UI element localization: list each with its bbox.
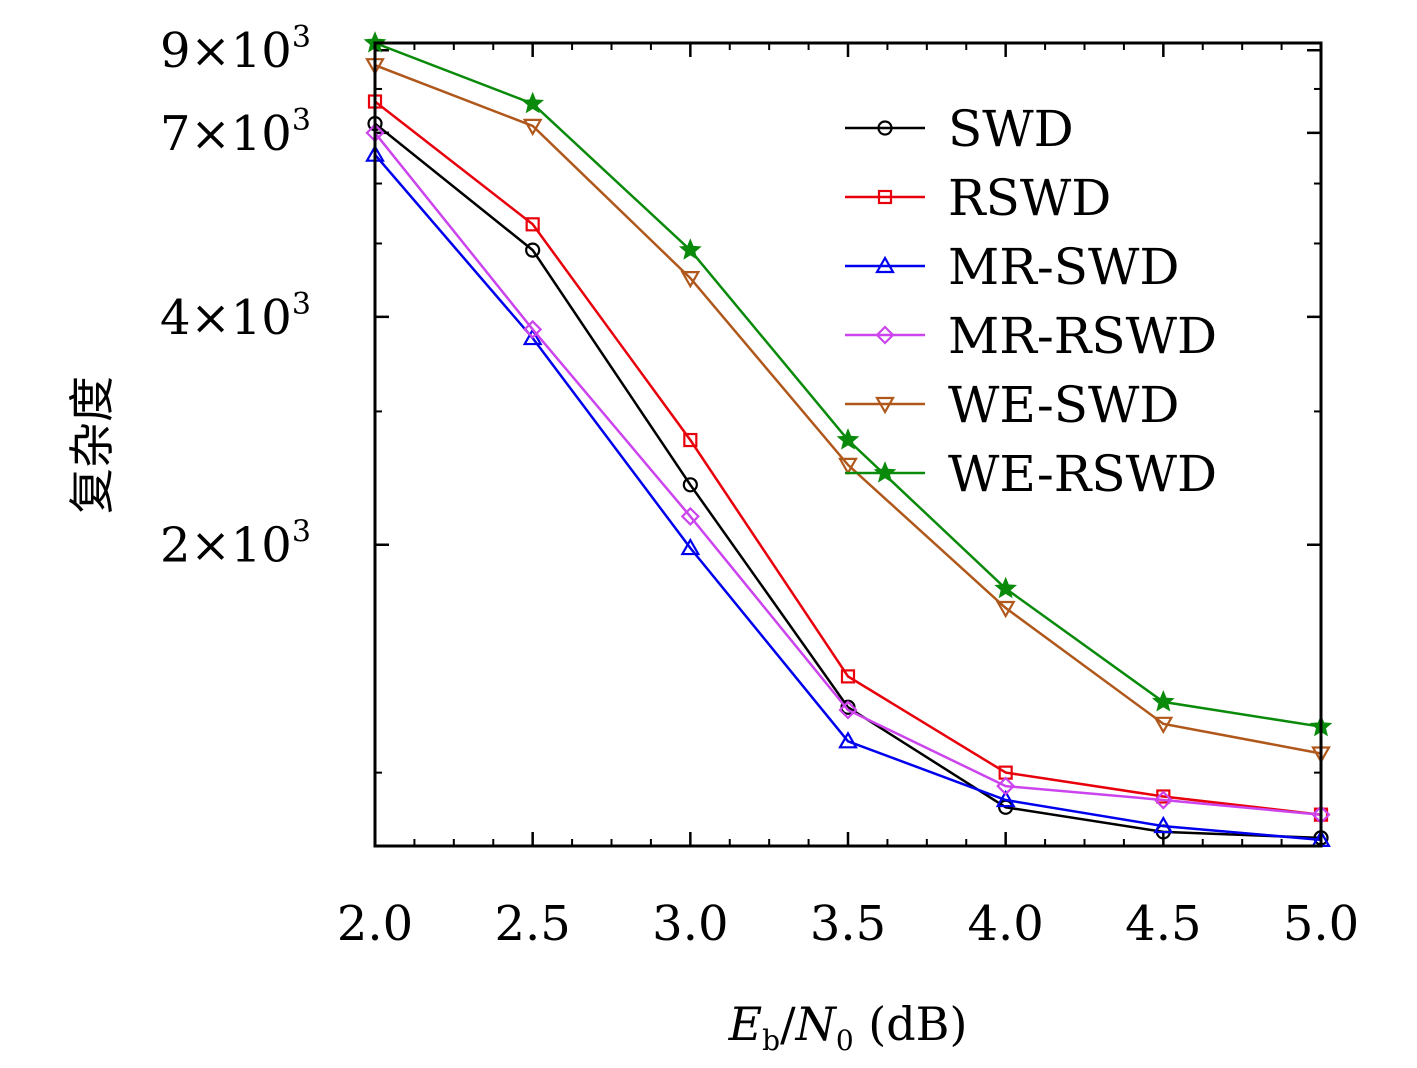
y-tick-label: 7×103 bbox=[160, 103, 311, 162]
x-tick-label: 4.0 bbox=[967, 896, 1043, 952]
data-point bbox=[521, 91, 544, 114]
x-axis-label: Eb/N0 (dB) bbox=[728, 997, 968, 1057]
series-line bbox=[374, 100, 1322, 816]
legend-marker bbox=[875, 255, 895, 274]
data-point bbox=[1153, 815, 1174, 834]
legend-label: MR-RSWD bbox=[948, 307, 1217, 365]
legend-marker bbox=[873, 461, 897, 483]
data-point bbox=[523, 319, 543, 339]
data-point bbox=[680, 271, 701, 289]
series-line bbox=[374, 132, 1322, 816]
data-point bbox=[522, 327, 543, 346]
y-tick-label: 9×103 bbox=[160, 20, 311, 79]
legend: SWD RSWD MR-SWD MR-RSWD WE-SWD WE-RSWD bbox=[845, 100, 1217, 503]
x-tick-label: 3.5 bbox=[810, 896, 886, 952]
series-we-rswd bbox=[363, 31, 1333, 737]
legend-label: WE-RSWD bbox=[948, 445, 1217, 503]
data-point bbox=[678, 238, 702, 260]
x-tick-label: 4.5 bbox=[1125, 896, 1201, 952]
data-point bbox=[1153, 790, 1173, 810]
legend-item: MR-RSWD bbox=[845, 307, 1217, 365]
data-point bbox=[836, 428, 860, 450]
y-axis-label: 复杂度 bbox=[65, 376, 119, 514]
series-we-swd bbox=[365, 58, 1331, 764]
plot-frame bbox=[373, 41, 1323, 848]
legend-label: RSWD bbox=[948, 169, 1111, 227]
data-point bbox=[522, 118, 543, 137]
legend-marker bbox=[875, 325, 895, 345]
legend-marker bbox=[877, 120, 893, 136]
legend-item: WE-SWD bbox=[845, 376, 1179, 434]
legend-item: SWD bbox=[845, 100, 1074, 158]
data-point bbox=[995, 789, 1016, 808]
data-point bbox=[838, 731, 858, 749]
legend-item: MR-SWD bbox=[845, 238, 1179, 296]
data-point bbox=[680, 537, 701, 556]
data-point bbox=[1153, 716, 1174, 735]
data-point bbox=[525, 217, 540, 232]
x-tick-label: 2.0 bbox=[337, 896, 413, 952]
y-tick-label: 2×103 bbox=[160, 515, 311, 574]
legend-label: WE-SWD bbox=[948, 376, 1179, 434]
data-point bbox=[840, 669, 856, 684]
x-tick-labels: 2.0 2.5 3.0 3.5 4.0 4.5 5.0 bbox=[337, 896, 1359, 952]
y-tick-labels: 2×103 4×103 7×103 9×103 bbox=[160, 20, 311, 574]
data-point bbox=[680, 506, 700, 526]
data-point bbox=[683, 432, 698, 448]
legend-label: SWD bbox=[948, 100, 1074, 158]
legend-item: WE-RSWD bbox=[845, 445, 1217, 503]
series-layer bbox=[363, 31, 1333, 847]
y-tick-label: 4×103 bbox=[160, 287, 311, 346]
legend-item: RSWD bbox=[845, 169, 1111, 227]
data-point bbox=[525, 242, 541, 258]
data-point bbox=[1152, 689, 1175, 712]
data-point bbox=[838, 700, 858, 720]
data-point bbox=[838, 457, 858, 476]
legend-label: MR-SWD bbox=[948, 238, 1179, 296]
x-tick-label: 2.5 bbox=[494, 896, 570, 952]
series-line bbox=[374, 64, 1322, 755]
legend-marker bbox=[875, 396, 895, 415]
data-point bbox=[995, 600, 1016, 619]
legend-marker bbox=[877, 189, 893, 205]
data-point bbox=[682, 477, 698, 493]
x-tick-label: 5.0 bbox=[1283, 896, 1359, 952]
data-point bbox=[996, 776, 1016, 796]
data-point bbox=[994, 576, 1018, 599]
x-tick-label: 3.0 bbox=[652, 896, 728, 952]
